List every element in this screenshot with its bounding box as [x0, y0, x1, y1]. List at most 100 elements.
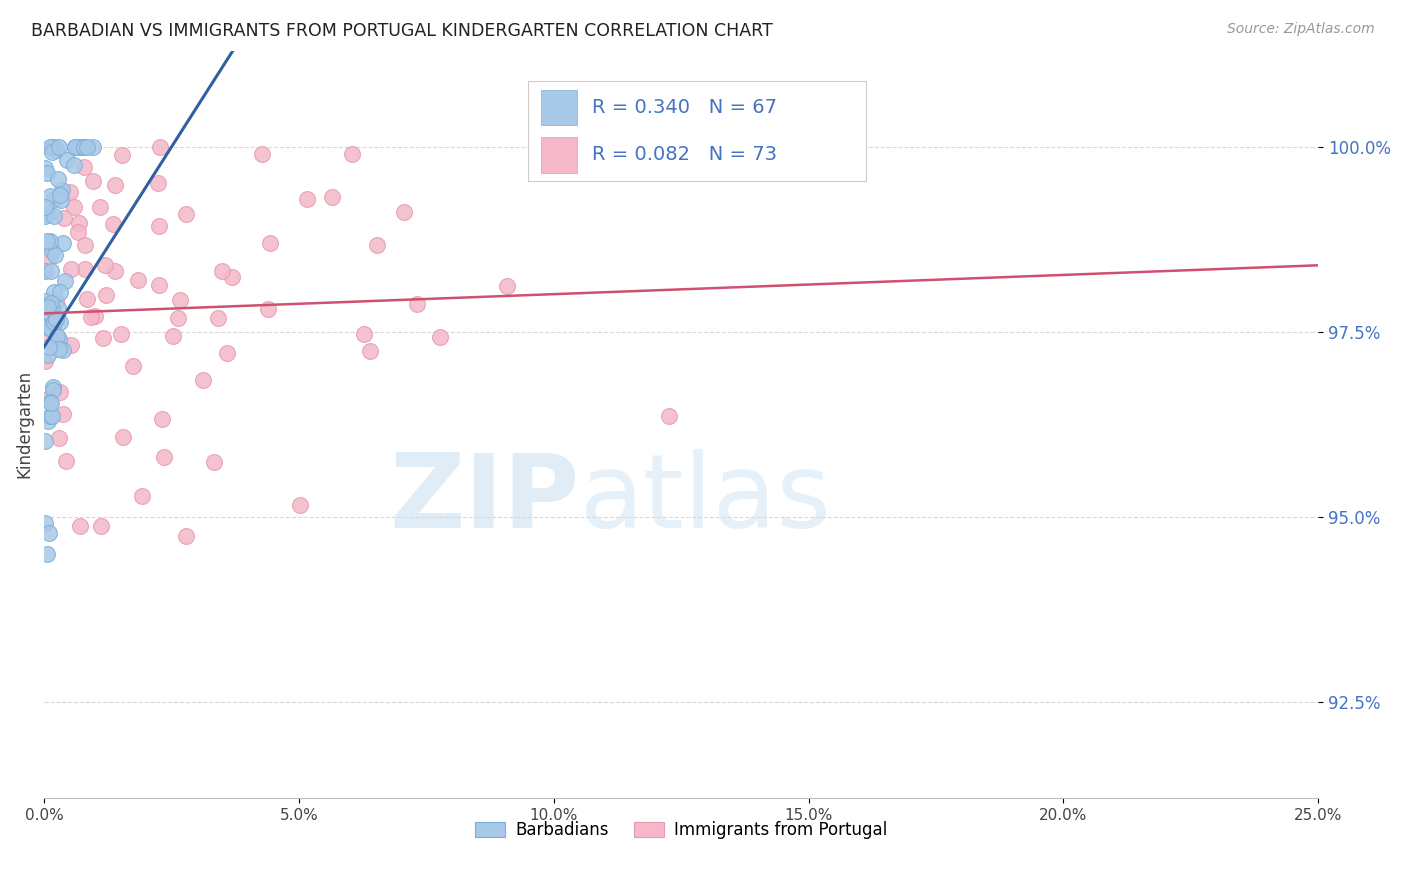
- Point: [221, 270, 243, 285]
- Point: [38, 234, 60, 248]
- Point: [49, 187, 72, 202]
- Point: [67, 140, 90, 154]
- Point: [49, 384, 72, 399]
- Point: [39, 189, 62, 203]
- Point: [101, 218, 124, 232]
- Text: BARBADIAN VS IMMIGRANTS FROM PORTUGAL KINDERGARTEN CORRELATION CHART: BARBADIAN VS IMMIGRANTS FROM PORTUGAL KI…: [31, 22, 773, 40]
- Point: [82, 140, 104, 154]
- Point: [41, 140, 63, 154]
- Point: [41, 409, 63, 423]
- Point: [37, 414, 59, 428]
- Point: [76, 140, 98, 154]
- Point: [73, 140, 96, 154]
- Point: [38, 340, 60, 354]
- FancyBboxPatch shape: [541, 136, 576, 172]
- Point: [176, 529, 198, 543]
- Text: ZIP: ZIP: [389, 449, 579, 549]
- Point: [359, 343, 381, 358]
- Point: [39, 264, 62, 278]
- Text: Source: ZipAtlas.com: Source: ZipAtlas.com: [1227, 22, 1375, 37]
- Point: [34, 293, 56, 308]
- Point: [37, 547, 59, 561]
- Point: [42, 209, 65, 223]
- Point: [48, 431, 70, 445]
- Point: [111, 148, 134, 162]
- Point: [167, 310, 190, 325]
- Point: [56, 153, 79, 167]
- Point: [110, 327, 132, 342]
- Point: [429, 330, 451, 344]
- Point: [37, 327, 59, 342]
- Point: [207, 310, 229, 325]
- Point: [48, 140, 70, 154]
- Point: [63, 140, 86, 154]
- Point: [495, 279, 517, 293]
- Point: [37, 320, 59, 334]
- Point: [104, 264, 127, 278]
- Point: [34, 434, 56, 448]
- Point: [48, 332, 70, 346]
- Point: [211, 263, 233, 277]
- Point: [59, 262, 82, 277]
- Point: [295, 192, 318, 206]
- Point: [38, 525, 60, 540]
- Point: [55, 454, 77, 468]
- Point: [38, 250, 60, 264]
- Point: [49, 315, 72, 329]
- Point: [42, 383, 65, 397]
- Point: [75, 238, 97, 252]
- Y-axis label: Kindergarten: Kindergarten: [15, 370, 32, 478]
- Point: [41, 316, 63, 330]
- Point: [67, 216, 90, 230]
- Point: [53, 211, 76, 226]
- Point: [150, 411, 173, 425]
- Point: [45, 311, 67, 326]
- Point: [42, 140, 65, 154]
- Point: [49, 285, 72, 299]
- Point: [149, 140, 172, 154]
- Point: [39, 140, 62, 154]
- Text: R = 0.340   N = 67: R = 0.340 N = 67: [592, 98, 778, 117]
- Point: [34, 210, 56, 224]
- Point: [39, 396, 62, 410]
- Point: [46, 301, 69, 315]
- Point: [45, 294, 67, 309]
- Point: [321, 190, 343, 204]
- Point: [44, 192, 66, 206]
- Point: [66, 225, 89, 239]
- Point: [42, 336, 65, 351]
- Point: [148, 219, 170, 234]
- Point: [82, 174, 104, 188]
- Point: [191, 373, 214, 387]
- Text: R = 0.082   N = 73: R = 0.082 N = 73: [592, 145, 778, 164]
- Point: [63, 140, 86, 154]
- Point: [127, 273, 149, 287]
- Point: [93, 258, 115, 272]
- Point: [62, 200, 84, 214]
- Point: [131, 489, 153, 503]
- Point: [657, 409, 679, 423]
- Point: [35, 299, 58, 313]
- FancyBboxPatch shape: [529, 80, 866, 181]
- Point: [34, 354, 56, 368]
- Point: [34, 161, 56, 176]
- Point: [37, 392, 59, 407]
- Point: [41, 301, 63, 316]
- Point: [51, 407, 73, 421]
- Point: [39, 296, 62, 310]
- Point: [353, 326, 375, 341]
- Point: [59, 185, 82, 199]
- Point: [35, 166, 58, 180]
- Point: [257, 301, 280, 316]
- Point: [44, 248, 66, 262]
- Point: [153, 450, 176, 465]
- Point: [39, 409, 62, 424]
- Point: [42, 285, 65, 299]
- Point: [39, 322, 62, 336]
- Point: [91, 330, 114, 344]
- Point: [48, 342, 70, 356]
- Point: [41, 145, 63, 160]
- Point: [250, 146, 273, 161]
- Point: [84, 310, 107, 324]
- Point: [45, 143, 67, 157]
